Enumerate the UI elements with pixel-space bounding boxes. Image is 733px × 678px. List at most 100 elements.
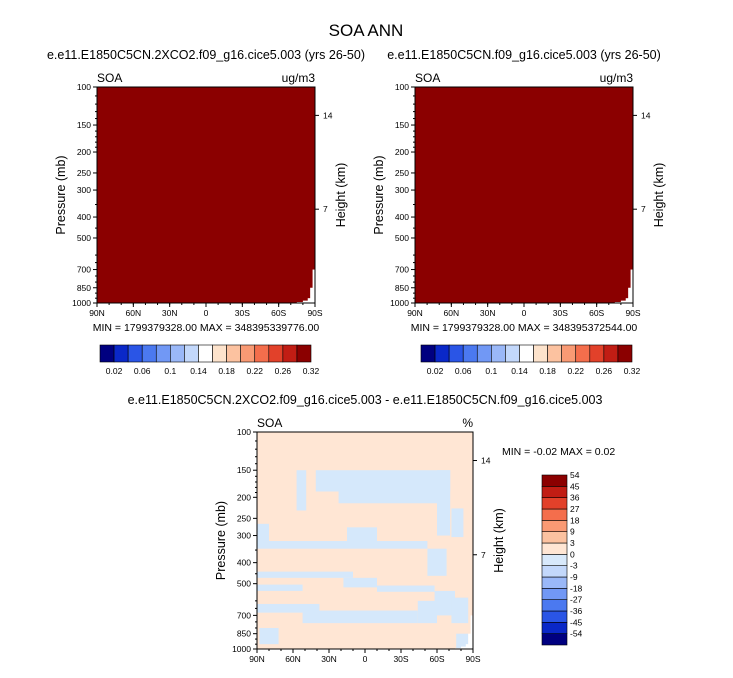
colorbar-swatch — [575, 344, 591, 363]
y2-tick-label: 7 — [481, 550, 486, 560]
colorbar-swatch — [434, 344, 450, 363]
colorbar-label: 54 — [570, 470, 580, 480]
negative-contour — [302, 610, 418, 624]
y-tick-label: 500 — [395, 233, 409, 243]
y2-axis-label: Height (km) — [492, 508, 506, 573]
y-tick-label: 400 — [77, 212, 91, 222]
units-label: ug/m3 — [600, 71, 634, 85]
x-tick-label: 30S — [235, 308, 250, 318]
x-tick-label: 90N — [407, 308, 423, 318]
x-tick-label: 90S — [465, 654, 480, 664]
colorbar-label: 0.32 — [624, 366, 641, 376]
y-axis-label: Pressure (mb) — [214, 501, 228, 580]
negative-contour — [437, 470, 451, 536]
colorbar-label: -18 — [570, 583, 583, 593]
x-tick-label: 60S — [271, 308, 286, 318]
min-max-label: MIN = 1799379328.00 MAX = 348395339776.0… — [93, 322, 320, 334]
colorbar-swatch — [617, 344, 633, 363]
negative-contour — [343, 577, 377, 588]
colorbar-swatch — [589, 344, 605, 363]
colorbar-swatch — [240, 344, 256, 363]
y-tick-label: 250 — [395, 168, 409, 178]
x-tick-label: 60S — [589, 308, 604, 318]
colorbar-label: 27 — [570, 504, 580, 514]
figure-title: SOA ANN — [329, 21, 404, 40]
panel-difference: e.e11.E1850C5CN.2XCO2.f09_g16.cice5.003 … — [128, 393, 616, 664]
x-tick-label: 30N — [162, 308, 178, 318]
colorbar-label: 0.22 — [246, 366, 263, 376]
colorbar-label: 0.1 — [164, 366, 176, 376]
colorbar-label: 0.26 — [275, 366, 292, 376]
y-tick-label: 850 — [77, 283, 91, 293]
negative-contour — [451, 508, 464, 538]
colorbar-label: 18 — [570, 515, 580, 525]
y-tick-label: 500 — [237, 579, 251, 589]
colorbar-swatch — [541, 497, 568, 510]
negative-contour — [427, 548, 447, 576]
colorbar-swatch — [541, 474, 568, 487]
colorbar-swatch — [561, 344, 577, 363]
x-tick-label: 60N — [126, 308, 142, 318]
y2-tick-label: 14 — [641, 110, 651, 120]
colorbar-label: 0.22 — [567, 366, 584, 376]
colorbar-swatch — [226, 344, 241, 363]
variable-label: SOA — [415, 71, 440, 85]
colorbar-label: 0.26 — [596, 366, 613, 376]
panel-title: e.e11.E1850C5CN.2XCO2.f09_g16.cice5.003 … — [47, 48, 365, 62]
colorbar-label: 9 — [570, 527, 575, 537]
colorbar-label: 0.06 — [455, 366, 472, 376]
units-label: ug/m3 — [282, 71, 316, 85]
colorbar-swatch — [541, 565, 568, 578]
negative-contour — [338, 491, 441, 504]
colorbar-label: 0.1 — [485, 366, 497, 376]
colorbar-swatch — [541, 508, 568, 521]
negative-contour — [417, 600, 437, 624]
y-tick-label: 200 — [395, 147, 409, 157]
colorbar-swatch — [519, 344, 534, 363]
colorbar-swatch — [170, 344, 185, 363]
y-tick-label: 400 — [395, 212, 409, 222]
terrain-mask — [470, 615, 473, 649]
min-max-label: MIN = -0.02 MAX = 0.02 — [502, 446, 615, 458]
colorbar-label: 45 — [570, 481, 580, 491]
negative-contour — [257, 541, 428, 549]
colorbar-label: 0.32 — [303, 366, 320, 376]
negative-contour — [434, 590, 455, 616]
y-tick-label: 250 — [237, 513, 251, 523]
y-tick-label: 500 — [77, 233, 91, 243]
colorbar-label: -54 — [570, 629, 583, 639]
colorbar-swatch — [541, 588, 568, 600]
y2-axis-label: Height (km) — [334, 163, 348, 228]
x-tick-label: 30N — [321, 654, 337, 664]
colorbar-label: -45 — [570, 617, 583, 627]
x-tick-label: 90S — [625, 308, 640, 318]
terrain-mask — [312, 269, 315, 303]
x-tick-label: 30N — [480, 308, 496, 318]
negative-contour — [347, 527, 377, 545]
colorbar-label: 36 — [570, 493, 580, 503]
negative-contour — [257, 603, 320, 613]
y-tick-label: 1000 — [232, 644, 251, 654]
x-tick-label: 30S — [553, 308, 568, 318]
colorbar-label: -36 — [570, 606, 583, 616]
negative-contour — [377, 585, 435, 592]
colorbar-label: 0 — [570, 549, 575, 559]
negative-contour — [296, 470, 307, 511]
y-tick-label: 250 — [77, 168, 91, 178]
panel-title: e.e11.E1850C5CN.f09_g16.cice5.003 (yrs 2… — [387, 48, 661, 62]
field-fill — [97, 87, 315, 303]
colorbar-swatch — [541, 576, 568, 589]
y2-tick-label: 14 — [323, 110, 333, 120]
y-tick-label: 1000 — [390, 298, 409, 308]
variable-label: SOA — [257, 416, 282, 430]
colorbar-swatch — [296, 344, 312, 363]
x-tick-label: 0 — [204, 308, 209, 318]
negative-contour — [451, 597, 469, 624]
colorbar-swatch — [541, 542, 568, 555]
y-tick-label: 850 — [395, 283, 409, 293]
y-tick-label: 200 — [237, 492, 251, 502]
colorbar-swatch — [476, 344, 492, 363]
colorbar-label: 0.18 — [218, 366, 235, 376]
